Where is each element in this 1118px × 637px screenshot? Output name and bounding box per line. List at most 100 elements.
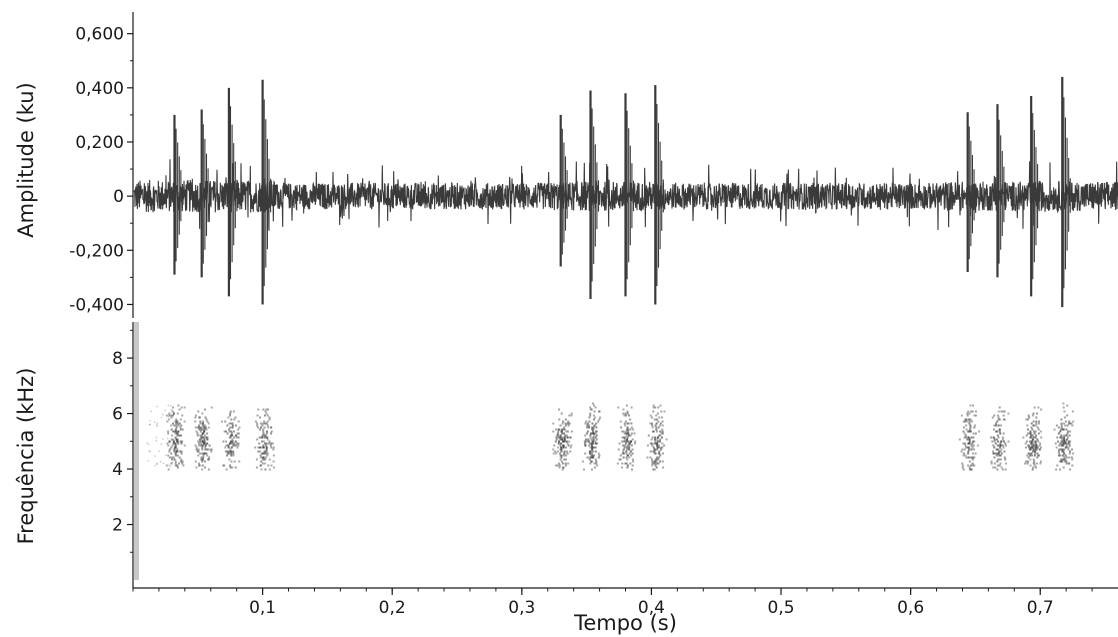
spectro-dot <box>560 446 562 449</box>
spectro-dot <box>652 410 655 413</box>
spectro-dot <box>201 424 204 427</box>
xtick-label-3: 0,4 <box>638 598 665 618</box>
spectro-dot <box>1028 452 1031 455</box>
spectro-dot <box>999 454 1002 457</box>
time-axis-label: Tempo (s) <box>573 611 677 635</box>
spectro-dot <box>651 464 654 467</box>
spectro-dot <box>591 468 593 471</box>
spectro-dot <box>661 460 664 463</box>
spectro-dot <box>996 444 999 447</box>
spectro-dot <box>971 464 974 467</box>
spectro-dot <box>260 464 262 467</box>
spectro-dot <box>970 468 973 471</box>
spectro-dot <box>567 436 569 439</box>
spectro-dot <box>1066 414 1069 417</box>
spectro-dot <box>262 432 265 435</box>
spectro-dot <box>264 452 267 455</box>
spectro-dot <box>194 444 197 447</box>
spectro-dot <box>620 426 623 429</box>
spectro-dot <box>1053 428 1056 431</box>
spectro-dot <box>1035 446 1038 449</box>
spectro-dot <box>1071 424 1074 427</box>
spectro-dot <box>589 462 592 465</box>
spectro-dot <box>560 412 563 415</box>
spectro-dot <box>560 454 563 457</box>
spectro-dot <box>962 430 965 433</box>
spectro-dot <box>997 416 1000 419</box>
spectro-dot <box>1060 426 1063 429</box>
spectro-dot <box>625 450 628 453</box>
spectro-dot <box>622 408 625 411</box>
spectro-dot <box>658 416 661 419</box>
spectro-dot <box>997 440 1000 443</box>
spectro-dot <box>263 420 266 423</box>
spectro-dot <box>649 456 652 459</box>
spectro-dot <box>570 414 573 417</box>
spectro-dot <box>653 450 656 453</box>
spectro-dot <box>647 434 650 437</box>
spectro-dot <box>589 414 592 417</box>
spectro-dot <box>557 430 560 433</box>
spectro-dot <box>585 432 588 435</box>
spectro-dot <box>201 464 204 467</box>
spectro-dot <box>595 460 598 463</box>
spectro-dot <box>203 430 206 433</box>
spectro-dot <box>590 460 593 463</box>
spectro-dot <box>661 442 664 445</box>
spectro-dot <box>1004 468 1007 471</box>
spectro-dot <box>563 432 565 435</box>
spectrogram-burst-1 <box>165 404 186 471</box>
spectro-dot <box>230 460 233 463</box>
spectro-dot <box>172 438 175 441</box>
spectro-dot <box>175 446 178 449</box>
spectro-dot <box>626 448 629 451</box>
spectro-dot <box>626 410 629 413</box>
spectro-dot <box>1001 438 1004 441</box>
spectro-dot <box>623 444 626 447</box>
spectro-dot <box>1000 410 1003 413</box>
spectro-dot <box>183 444 186 447</box>
spectro-dot <box>1068 420 1071 423</box>
spectro-dot <box>170 456 173 459</box>
spectro-dot <box>1056 436 1059 439</box>
spectrogram-y-ticks: 8 6 4 2 <box>112 329 133 553</box>
spectro-dot <box>621 452 624 455</box>
spectro-dot <box>1056 464 1059 467</box>
spectro-dot <box>652 462 655 465</box>
spectro-dot <box>973 440 976 443</box>
spectro-dot <box>229 440 232 443</box>
spectro-dot <box>267 408 269 411</box>
spectro-dot <box>962 468 965 471</box>
spectro-dot <box>655 460 658 463</box>
spectro-dot <box>619 458 622 461</box>
spectro-dot <box>656 430 658 433</box>
spectro-dot <box>170 428 173 431</box>
spectro-dot <box>1071 458 1074 461</box>
spectro-dot <box>1037 440 1040 443</box>
spectro-dot <box>180 424 183 427</box>
spectro-dot <box>999 462 1002 465</box>
spectro-dot <box>623 432 626 435</box>
spectro-dot <box>264 410 267 413</box>
spectro-dot <box>567 422 570 425</box>
spectro-dot <box>627 430 630 433</box>
spectro-faint-dot <box>162 438 164 440</box>
spectro-dot <box>563 438 566 441</box>
spectro-dot <box>654 438 656 441</box>
spectro-dot <box>205 418 208 421</box>
spectro-dot <box>230 454 233 457</box>
spectro-dot <box>235 442 238 445</box>
spectro-dot <box>628 448 631 451</box>
spectro-dot <box>968 468 971 471</box>
spectrogram-panel: 8 6 4 2 Frequência (kHz) <box>14 322 1075 588</box>
spectro-dot <box>177 430 180 433</box>
spectro-dot <box>232 410 235 413</box>
spectro-dot <box>564 434 567 437</box>
spectro-dot <box>1062 458 1065 461</box>
spectro-dot <box>968 418 971 421</box>
spectro-dot <box>1036 448 1038 451</box>
spectro-dot <box>561 462 564 465</box>
spectro-dot <box>558 464 561 467</box>
spectro-dot <box>586 430 589 433</box>
spectro-dot <box>556 450 559 453</box>
